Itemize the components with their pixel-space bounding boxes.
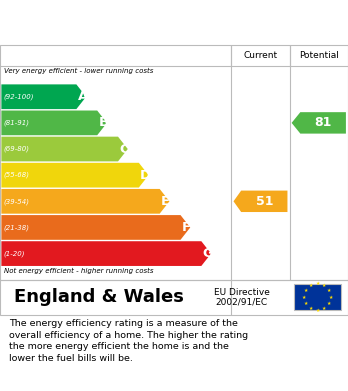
Text: ★: ★ xyxy=(322,283,326,288)
Text: England & Wales: England & Wales xyxy=(14,288,184,306)
Polygon shape xyxy=(1,189,169,213)
Text: G: G xyxy=(203,247,214,260)
Text: (1-20): (1-20) xyxy=(3,250,25,257)
Text: D: D xyxy=(140,169,151,182)
Text: ★: ★ xyxy=(329,295,333,300)
Text: 51: 51 xyxy=(255,195,273,208)
Text: (69-80): (69-80) xyxy=(3,146,30,152)
Text: ★: ★ xyxy=(304,301,308,306)
Text: ★: ★ xyxy=(315,308,320,313)
Polygon shape xyxy=(1,137,128,161)
Text: A: A xyxy=(78,90,88,103)
Polygon shape xyxy=(292,112,346,134)
Text: ★: ★ xyxy=(327,301,331,306)
Text: B: B xyxy=(98,117,109,129)
Text: 81: 81 xyxy=(315,117,332,129)
Text: Very energy efficient - lower running costs: Very energy efficient - lower running co… xyxy=(4,68,153,74)
FancyBboxPatch shape xyxy=(294,285,341,310)
Text: (39-54): (39-54) xyxy=(3,198,30,204)
Text: Not energy efficient - higher running costs: Not energy efficient - higher running co… xyxy=(4,268,154,274)
Text: ★: ★ xyxy=(315,282,320,287)
Text: ★: ★ xyxy=(327,288,331,293)
Text: Energy Efficiency Rating: Energy Efficiency Rating xyxy=(69,22,279,36)
Text: ★: ★ xyxy=(302,295,307,300)
Polygon shape xyxy=(1,111,107,135)
Text: The energy efficiency rating is a measure of the
overall efficiency of a home. T: The energy efficiency rating is a measur… xyxy=(9,319,248,363)
Text: C: C xyxy=(119,143,129,156)
Text: ★: ★ xyxy=(309,283,313,288)
Text: F: F xyxy=(182,221,191,234)
Polygon shape xyxy=(1,215,190,240)
Text: ★: ★ xyxy=(309,306,313,311)
Polygon shape xyxy=(1,241,211,266)
Text: ★: ★ xyxy=(322,306,326,311)
Polygon shape xyxy=(1,163,149,188)
Text: Potential: Potential xyxy=(299,51,339,60)
Polygon shape xyxy=(1,84,86,109)
Text: EU Directive: EU Directive xyxy=(214,289,270,298)
Text: (92-100): (92-100) xyxy=(3,93,34,100)
Text: (81-91): (81-91) xyxy=(3,120,30,126)
Text: ★: ★ xyxy=(304,288,308,293)
Text: Current: Current xyxy=(243,51,278,60)
Text: 2002/91/EC: 2002/91/EC xyxy=(216,298,268,307)
Text: (21-38): (21-38) xyxy=(3,224,30,231)
Text: (55-68): (55-68) xyxy=(3,172,30,178)
Polygon shape xyxy=(234,190,287,212)
Text: E: E xyxy=(161,195,170,208)
